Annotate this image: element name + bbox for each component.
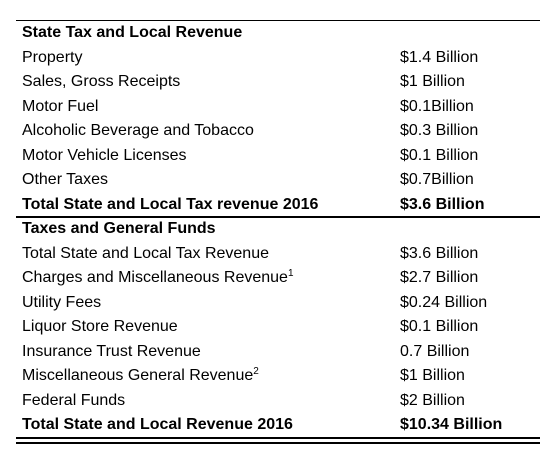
row-value: $3.6 Billion (400, 244, 479, 262)
section-title: State Tax and Local Revenue (22, 24, 243, 41)
row-label: Total State and Local Tax Revenue (22, 244, 269, 264)
total-label: Total State and Local Tax revenue 2016 (22, 195, 319, 213)
row-label-text: Charges and Miscellaneous Revenue (22, 269, 288, 286)
row-label: Insurance Trust Revenue (22, 342, 201, 362)
bottom-rule (16, 442, 540, 444)
row-value: 0.7 Billion (400, 342, 470, 360)
row-label: Alcoholic Beverage and Tobacco (22, 121, 254, 141)
row-label-text: Federal Funds (22, 391, 126, 409)
row-label-text: Total State and Local Tax Revenue (22, 244, 269, 262)
row-label-text: Other Taxes (22, 171, 108, 188)
row-label: Federal Funds (22, 391, 125, 411)
row-label: Sales, Gross Receipts (22, 72, 180, 92)
row-label: Other Taxes (22, 170, 108, 190)
bottom-rule (16, 437, 540, 439)
row-value: $0.1Billion (400, 97, 474, 115)
total-value: $3.6 Billion (400, 195, 485, 213)
row-value: $1 Billion (400, 73, 465, 90)
top-rule (16, 20, 540, 21)
row-value: $0.1 Billion (400, 318, 479, 335)
row-value: $0.7Billion (400, 171, 474, 188)
row-label: Motor Vehicle Licenses (22, 146, 187, 166)
row-label: Miscellaneous General Revenue2 (22, 366, 259, 386)
row-label: Property (22, 48, 82, 68)
row-value: $1 Billion (400, 367, 465, 384)
row-label-text: Alcoholic Beverage and Tobacco (22, 122, 254, 139)
row-value: $0.3 Billion (400, 122, 479, 139)
row-label-text: Motor Vehicle Licenses (22, 146, 187, 164)
section-rule (16, 216, 540, 218)
row-label-text: Utility Fees (22, 293, 102, 311)
row-label-text: Motor Fuel (22, 97, 99, 115)
footnote-marker: 2 (253, 366, 259, 377)
row-label-text: Miscellaneous General Revenue (22, 367, 254, 384)
row-value: $0.1 Billion (400, 146, 479, 164)
section-title: Taxes and General Funds (22, 220, 216, 237)
total-value: $10.34 Billion (400, 416, 503, 433)
row-label-text: Property (22, 48, 83, 66)
row-value: $1.4 Billion (400, 48, 479, 66)
total-label: Total State and Local Revenue 2016 (22, 416, 293, 433)
footnote-marker: 1 (287, 268, 294, 279)
row-value: $0.24 Billion (400, 293, 488, 311)
row-label-text: Liquor Store Revenue (22, 318, 178, 335)
row-value: $2 Billion (400, 391, 465, 409)
row-label: Motor Fuel (22, 97, 98, 117)
row-label: Charges and Miscellaneous Revenue1 (22, 268, 294, 288)
row-label: Utility Fees (22, 293, 101, 313)
row-value: $2.7 Billion (400, 269, 479, 286)
row-label-text: Sales, Gross Receipts (22, 73, 181, 90)
row-label-text: Insurance Trust Revenue (22, 342, 201, 360)
row-label: Liquor Store Revenue (22, 317, 178, 337)
